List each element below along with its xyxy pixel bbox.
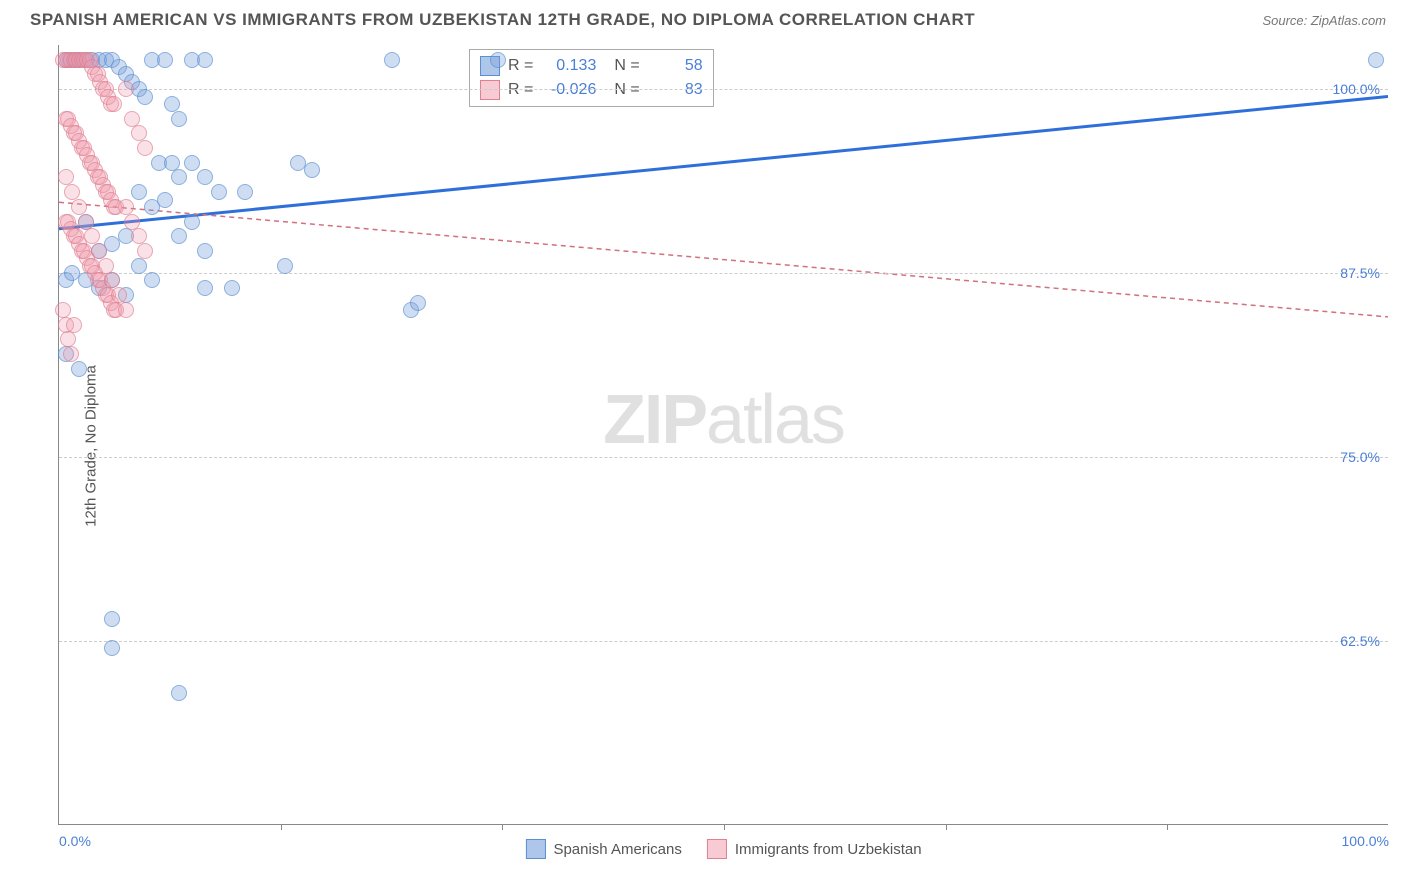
data-point [1368, 52, 1384, 68]
data-point [171, 685, 187, 701]
data-point [124, 111, 140, 127]
gridline [59, 89, 1388, 90]
data-point [98, 258, 114, 274]
data-point [104, 611, 120, 627]
data-point [131, 258, 147, 274]
series-legend: Spanish Americans Immigrants from Uzbeki… [525, 839, 921, 859]
data-point [164, 155, 180, 171]
x-tick [281, 824, 282, 830]
x-tick [946, 824, 947, 830]
source-attribution: Source: ZipAtlas.com [1262, 13, 1386, 28]
watermark-atlas: atlas [706, 380, 844, 458]
data-point [164, 96, 180, 112]
y-tick-label: 100.0% [1333, 81, 1380, 97]
legend-n-value-1: 58 [648, 57, 703, 75]
data-point [106, 96, 122, 112]
legend-n-label: N = [614, 57, 639, 75]
legend-item-2: Immigrants from Uzbekistan [707, 839, 922, 859]
data-point [118, 81, 134, 97]
x-tick-label: 0.0% [59, 833, 91, 849]
data-point [157, 52, 173, 68]
y-tick-label: 87.5% [1340, 265, 1380, 281]
data-point [131, 184, 147, 200]
data-point [118, 199, 134, 215]
data-point [197, 243, 213, 259]
legend-swatch-blue-icon [525, 839, 545, 859]
data-point [224, 280, 240, 296]
watermark: ZIPatlas [603, 379, 844, 459]
data-point [84, 228, 100, 244]
data-point [277, 258, 293, 274]
x-tick [1167, 824, 1168, 830]
data-point [104, 640, 120, 656]
regression-line [59, 202, 1388, 317]
x-tick [724, 824, 725, 830]
data-point [111, 287, 127, 303]
data-point [211, 184, 227, 200]
data-point [137, 140, 153, 156]
y-tick-label: 62.5% [1340, 633, 1380, 649]
data-point [384, 52, 400, 68]
data-point [66, 317, 82, 333]
data-point [197, 52, 213, 68]
y-tick-label: 75.0% [1340, 449, 1380, 465]
chart-title: SPANISH AMERICAN VS IMMIGRANTS FROM UZBE… [30, 10, 975, 30]
gridline [59, 641, 1388, 642]
data-point [197, 169, 213, 185]
data-point [118, 302, 134, 318]
data-point [58, 169, 74, 185]
legend-label-1: Spanish Americans [553, 841, 681, 858]
chart-plot-area: ZIPatlas R = 0.133 N = 58 R = -0.026 N =… [58, 45, 1388, 825]
legend-label-2: Immigrants from Uzbekistan [735, 841, 922, 858]
data-point [131, 228, 147, 244]
watermark-zip: ZIP [603, 380, 706, 458]
data-point [71, 199, 87, 215]
regression-line [59, 96, 1388, 228]
data-point [171, 169, 187, 185]
x-tick [502, 824, 503, 830]
data-point [237, 184, 253, 200]
data-point [55, 302, 71, 318]
chart-svg-layer [59, 45, 1388, 824]
gridline [59, 273, 1388, 274]
gridline [59, 457, 1388, 458]
data-point [290, 155, 306, 171]
data-point [63, 346, 79, 362]
data-point [184, 214, 200, 230]
legend-row-1: R = 0.133 N = 58 [480, 54, 703, 78]
data-point [490, 52, 506, 68]
legend-swatch-pink-icon [707, 839, 727, 859]
legend-item-1: Spanish Americans [525, 839, 681, 859]
data-point [78, 214, 94, 230]
data-point [137, 243, 153, 259]
x-tick-label: 100.0% [1342, 833, 1389, 849]
data-point [410, 295, 426, 311]
data-point [104, 272, 120, 288]
data-point [64, 184, 80, 200]
data-point [60, 331, 76, 347]
legend-r-value-1: 0.133 [541, 57, 596, 75]
data-point [157, 192, 173, 208]
data-point [124, 214, 140, 230]
data-point [171, 111, 187, 127]
data-point [197, 280, 213, 296]
data-point [131, 125, 147, 141]
data-point [184, 155, 200, 171]
data-point [71, 361, 87, 377]
data-point [144, 272, 160, 288]
legend-r-label: R = [508, 57, 533, 75]
data-point [171, 228, 187, 244]
data-point [91, 243, 107, 259]
data-point [137, 89, 153, 105]
